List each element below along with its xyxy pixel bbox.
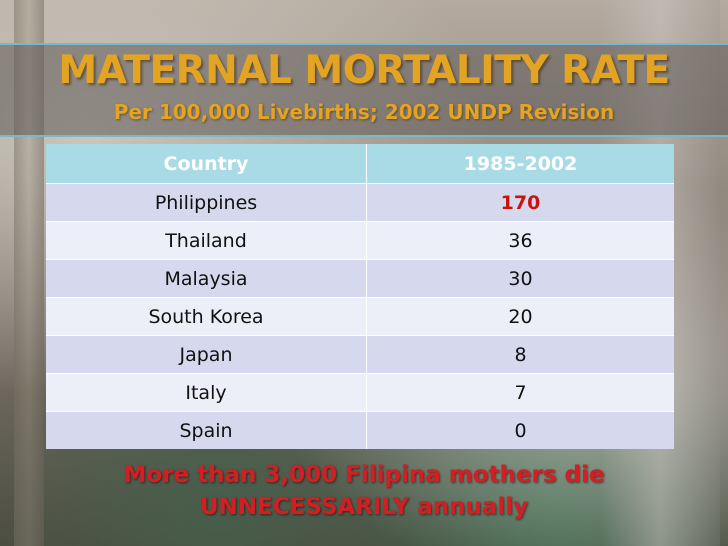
value-cell-highlight: 170	[366, 183, 674, 222]
country-cell: Philippines	[46, 183, 367, 222]
value-cell: 36	[366, 221, 674, 260]
footer-line-2: UNNECESSARILY annually	[199, 494, 529, 520]
slide-subtitle: Per 100,000 Livebirths; 2002 UNDP Revisi…	[113, 100, 615, 124]
table-header-row: Country 1985-2002	[46, 144, 674, 184]
value-cell: 20	[366, 297, 674, 336]
country-cell: Japan	[46, 335, 367, 374]
table-row: Thailand 36	[46, 221, 674, 260]
footer-line-1: More than 3,000 Filipina mothers die	[123, 462, 605, 488]
country-cell: South Korea	[46, 297, 367, 336]
value-cell: 7	[366, 373, 674, 412]
header-period: 1985-2002	[366, 144, 674, 184]
value-cell: 30	[366, 259, 674, 298]
country-cell: Italy	[46, 373, 367, 412]
country-cell: Thailand	[46, 221, 367, 260]
mortality-table-container: Country 1985-2002 Philippines 170 Thaila…	[46, 144, 674, 449]
footer-message: More than 3,000 Filipina mothers die UNN…	[0, 459, 728, 523]
table-row: Italy 7	[46, 373, 674, 412]
table-row: Malaysia 30	[46, 259, 674, 298]
slide-title: MATERNAL MORTALITY RATE	[58, 48, 670, 93]
header-country: Country	[46, 144, 367, 184]
country-cell: Malaysia	[46, 259, 367, 298]
mortality-table: Country 1985-2002 Philippines 170 Thaila…	[46, 144, 674, 449]
table-row: Japan 8	[46, 335, 674, 374]
table-row: Philippines 170	[46, 183, 674, 222]
title-band	[0, 43, 728, 137]
value-cell: 8	[366, 335, 674, 374]
table-row: Spain 0	[46, 411, 674, 449]
country-cell: Spain	[46, 411, 367, 449]
value-cell: 0	[366, 411, 674, 449]
table-row: South Korea 20	[46, 297, 674, 336]
